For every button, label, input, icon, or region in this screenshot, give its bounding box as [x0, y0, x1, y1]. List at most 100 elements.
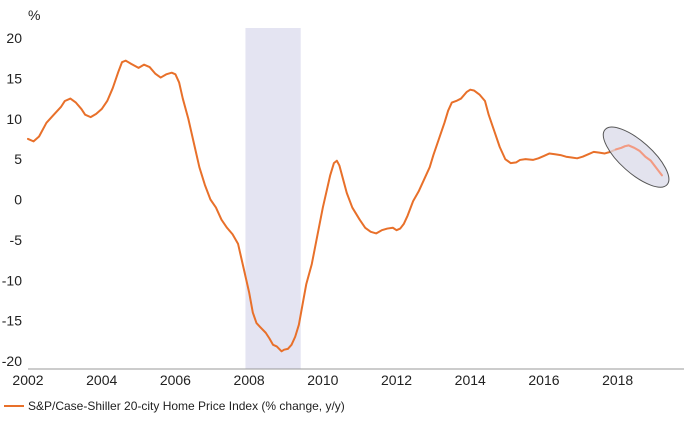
series-point: [403, 223, 405, 225]
series-point: [149, 66, 151, 68]
series-point: [418, 191, 420, 193]
series-point: [125, 60, 127, 62]
y-tick-label: 15: [6, 70, 22, 86]
y-tick-label: 5: [14, 151, 22, 167]
y-tick-label: -15: [2, 313, 22, 329]
x-tick-label: 2006: [160, 372, 191, 388]
series-point: [84, 114, 86, 116]
series-point: [560, 154, 562, 156]
series-point: [479, 94, 481, 96]
series-point: [565, 156, 567, 158]
x-tick-label: 2016: [528, 372, 559, 388]
series-point: [259, 326, 261, 328]
series-point: [329, 174, 331, 176]
series-point: [226, 227, 228, 229]
series-point: [265, 332, 267, 334]
series-point: [252, 312, 254, 314]
series-point: [291, 344, 293, 346]
series-point: [598, 152, 600, 154]
series-point: [154, 73, 156, 75]
series-point: [117, 71, 119, 73]
series-point: [399, 228, 401, 230]
y-tick-label: -5: [10, 232, 23, 248]
series-point: [466, 91, 468, 93]
x-axis-ticks: 2002 2004 2006 2008 2010 2012 2014 2016 2018: [12, 372, 633, 388]
series-point: [571, 157, 573, 159]
series-point: [95, 113, 97, 115]
series-point: [283, 349, 285, 351]
series-point: [493, 130, 495, 132]
x-tick-label: 2002: [12, 372, 43, 388]
series-point: [276, 346, 278, 348]
series-point: [510, 162, 512, 164]
series-point: [469, 89, 471, 91]
series-point: [317, 235, 319, 237]
series-point: [516, 162, 518, 164]
y-axis-unit-label: %: [28, 7, 40, 23]
series-point: [387, 228, 389, 230]
series-points: [27, 60, 662, 352]
series-point: [171, 72, 173, 74]
series-point: [549, 153, 551, 155]
x-tick-label: 2008: [234, 372, 265, 388]
series-point: [60, 106, 62, 108]
series-point: [504, 158, 506, 160]
series-point: [359, 219, 361, 221]
series-point: [488, 114, 490, 116]
series-point: [305, 283, 307, 285]
series-point: [138, 67, 140, 69]
series-point: [188, 118, 190, 120]
series-point: [311, 263, 313, 265]
series-point: [593, 151, 595, 153]
series-point: [576, 158, 578, 160]
series-point: [407, 215, 409, 217]
series-point: [287, 348, 289, 350]
series-point: [90, 116, 92, 118]
series-point: [281, 351, 283, 353]
series-point: [444, 122, 446, 124]
highlight-ellipse: [602, 126, 670, 188]
series-point: [64, 100, 66, 102]
series-point: [232, 233, 234, 235]
series-point: [381, 229, 383, 231]
series-point: [326, 191, 328, 193]
series-point: [460, 98, 462, 100]
series-point: [130, 63, 132, 65]
y-tick-label: 20: [6, 30, 22, 46]
series-point: [182, 98, 184, 100]
series-point: [532, 159, 534, 161]
series-point: [484, 100, 486, 102]
y-tick-label: 0: [14, 192, 22, 208]
y-tick-label: -10: [2, 272, 22, 288]
series-point: [451, 102, 453, 104]
series-point: [272, 344, 274, 346]
recession-band: [245, 28, 301, 369]
series-point: [298, 324, 300, 326]
series-highlight-segment: [614, 144, 663, 177]
series-point: [342, 179, 344, 181]
series-point: [396, 229, 398, 231]
series-point: [302, 304, 304, 306]
series-point: [294, 336, 296, 338]
series-point: [554, 153, 556, 155]
y-axis-ticks: 20 15 10 5 0 -5 -10 -15 -20: [2, 30, 22, 369]
series-point: [587, 153, 589, 155]
series-point: [375, 233, 377, 235]
series-point: [101, 108, 103, 110]
series-point: [215, 207, 217, 209]
series-point: [525, 158, 527, 160]
x-tick-label: 2004: [86, 372, 117, 388]
x-tick-label: 2014: [455, 372, 486, 388]
series-point: [429, 166, 431, 168]
series-point: [543, 155, 545, 157]
series-line: [27, 59, 663, 353]
series-point: [193, 142, 195, 144]
series-point: [33, 141, 35, 143]
series-point: [438, 138, 440, 140]
series-point: [75, 102, 77, 104]
series-point: [81, 108, 83, 110]
series-point: [473, 90, 475, 92]
series-point: [106, 100, 108, 102]
series-point: [199, 166, 201, 168]
